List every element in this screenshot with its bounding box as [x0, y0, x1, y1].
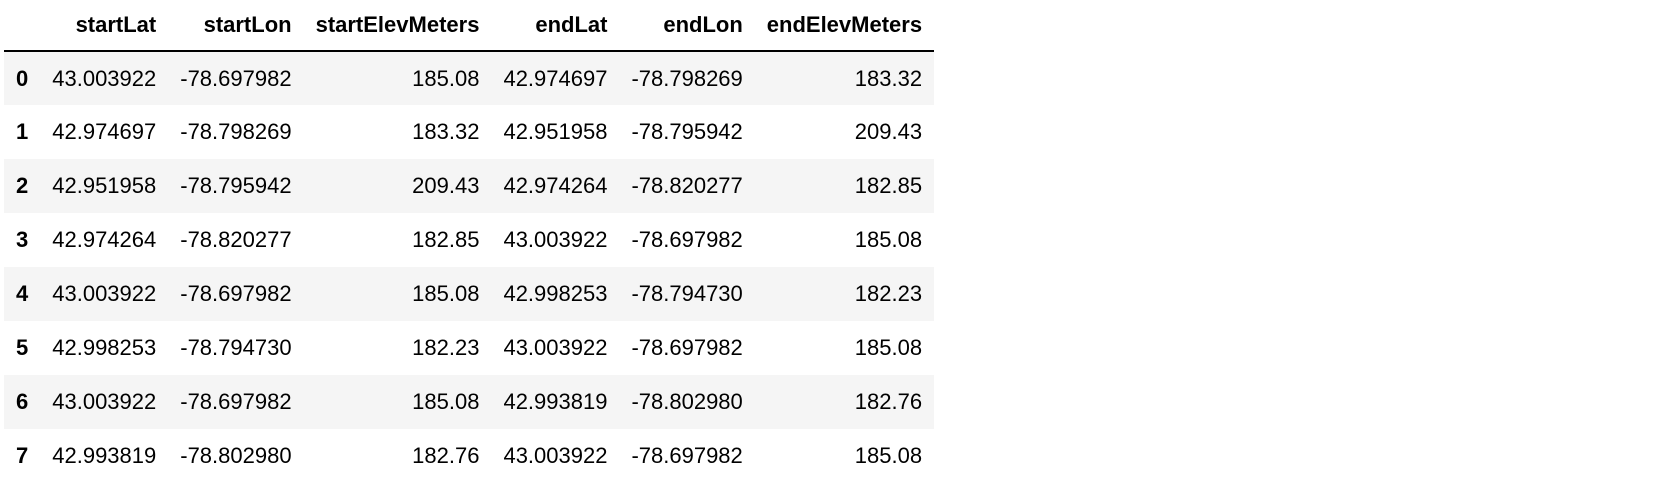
- table-body: 0 43.003922 -78.697982 185.08 42.974697 -78.7…: [4, 51, 935, 483]
- cell-startelevmeters: 209.43: [412, 173, 480, 198]
- cell-startelevmeters: 182.85: [412, 227, 480, 252]
- cell-startlon: -78.820277: [180, 227, 292, 252]
- cell-endlat: 42.974697: [503, 65, 608, 91]
- row-index: 3: [16, 227, 29, 252]
- cell-startelevmeters: 185.08: [412, 389, 480, 414]
- cell-startlat: 42.951958: [52, 173, 157, 198]
- row-index: 7: [16, 443, 29, 468]
- cell-startlon: -78.795942: [180, 173, 292, 198]
- cell-endelevmeters: 185.08: [854, 227, 923, 252]
- cell-startlat: 43.003922: [52, 281, 157, 306]
- cell-endelevmeters: 182.23: [854, 281, 923, 306]
- cell-startelevmeters: 185.08: [412, 281, 480, 306]
- cell-endelevmeters: 183.32: [854, 65, 923, 91]
- cell-startlat: 42.998253: [52, 335, 157, 360]
- cell-startelevmeters: 183.32: [412, 119, 480, 144]
- table-row: 1 42.974697 -78.798269 183.32 42.951958 -78.7…: [4, 105, 935, 159]
- cell-endlon: -78.794730: [631, 281, 743, 306]
- cell-endelevmeters: 185.08: [854, 443, 923, 468]
- table-row: 5 42.998253 -78.794730 182.23 43.003922 -78.6…: [4, 321, 935, 375]
- cell-endelevmeters: 182.76: [854, 389, 923, 414]
- table-row: 2 42.951958 -78.795942 209.43 42.974264 -78.8…: [4, 159, 935, 213]
- cell-endlat: 42.974264: [503, 173, 608, 198]
- cell-endlat: 42.998253: [503, 281, 608, 306]
- column-header-endlat: endLat: [491, 0, 620, 52]
- cell-startelevmeters: 182.76: [412, 443, 480, 468]
- column-header-startelevmeters: startElevMeters: [303, 0, 492, 52]
- cell-startlat: 42.993819: [52, 443, 157, 468]
- cell-startlon: -78.697982: [180, 281, 292, 306]
- cell-endlat: 42.993819: [503, 389, 608, 414]
- cell-endlon: -78.697982: [631, 227, 743, 252]
- cell-endelevmeters: 209.43: [854, 119, 923, 144]
- table-row: 0 43.003922 -78.697982 185.08 42.974697 -78.7…: [4, 51, 935, 105]
- row-index: 6: [16, 389, 29, 414]
- cell-startelevmeters: 185.08: [412, 65, 480, 91]
- row-index: 5: [16, 335, 29, 360]
- cell-endlon: -78.795942: [631, 119, 743, 144]
- column-header-startlat: startLat: [40, 0, 169, 52]
- table-row: 6 43.003922 -78.697982 185.08 42.993819 -78.8…: [4, 375, 935, 429]
- cell-startlon: -78.798269: [180, 119, 292, 144]
- cell-startlat: 43.003922: [52, 389, 157, 414]
- row-index: 4: [16, 281, 29, 306]
- column-header-endelevmeters: endElevMeters: [754, 0, 935, 52]
- cell-endlat: 43.003922: [503, 443, 608, 468]
- cell-endlon: -78.820277: [631, 173, 743, 198]
- cell-startlon: -78.697982: [180, 65, 292, 91]
- cell-startlat: 42.974697: [52, 119, 157, 144]
- cell-startelevmeters: 182.23: [412, 335, 480, 360]
- table-row: 3 42.974264 -78.820277 182.85 43.003922 -78.6…: [4, 213, 935, 267]
- column-header-endlon: endLon: [619, 0, 755, 52]
- cell-endlon: -78.798269: [631, 65, 743, 91]
- row-index: 1: [16, 119, 29, 144]
- header-row: startLat startLon startElevMeters endLat…: [4, 0, 935, 52]
- index-column-header: [4, 0, 41, 52]
- table-row: 4 43.003922 -78.697982 185.08 42.998253 -78.7…: [4, 267, 935, 321]
- cell-endlon: -78.697982: [631, 443, 743, 468]
- cell-endlon: -78.697982: [631, 335, 743, 360]
- dataframe-table: startLat startLon startElevMeters endLat…: [4, 0, 935, 483]
- cell-startlon: -78.802980: [180, 443, 292, 468]
- cell-endlon: -78.802980: [631, 389, 743, 414]
- cell-startlat: 42.974264: [52, 227, 157, 252]
- table-header: startLat startLon startElevMeters endLat…: [4, 0, 935, 52]
- cell-startlon: -78.697982: [180, 389, 292, 414]
- table-row: 7 42.993819 -78.802980 182.76 43.003922 -78.6…: [4, 429, 935, 483]
- cell-startlat: 43.003922: [52, 65, 157, 91]
- cell-endelevmeters: 185.08: [854, 335, 923, 360]
- cell-endlat: 42.951958: [503, 119, 608, 144]
- dataframe-output: startLat startLon startElevMeters endLat…: [4, 0, 935, 483]
- row-index: 2: [16, 173, 29, 198]
- column-header-startlon: startLon: [168, 0, 304, 52]
- cell-startlon: -78.794730: [180, 335, 292, 360]
- cell-endlat: 43.003922: [503, 335, 608, 360]
- cell-endelevmeters: 182.85: [854, 173, 923, 198]
- row-index: 0: [16, 65, 29, 91]
- cell-endlat: 43.003922: [503, 227, 608, 252]
